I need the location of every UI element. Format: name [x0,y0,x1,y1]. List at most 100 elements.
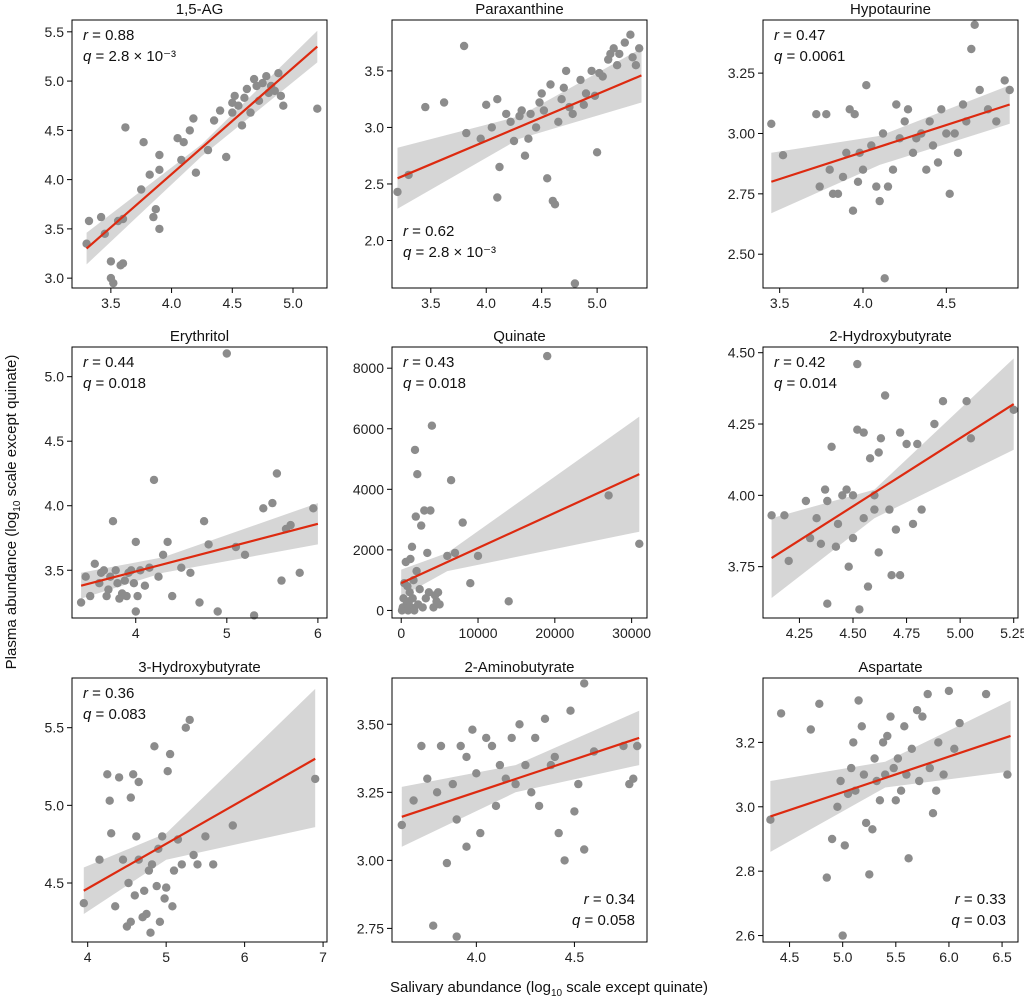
data-point [537,89,546,98]
r-statistic: r = 0.33 [955,891,1006,908]
data-point [277,576,286,585]
data-point [106,257,116,266]
data-point [874,448,883,457]
data-point [179,138,188,147]
data-point [925,117,934,126]
data-point [521,760,530,770]
panel-1-5-ag: 1,5-AG 3.5 4.0 4.5 5.0 3.0 3.5 4.0 4.5 5.0 5.5 r = … [45,1,328,311]
panel-3-hydroxybutyrate: 3-Hydroxybutyrate 4 5 6 7 4.5 5.0 5.5 r = 0.36 q … [45,659,328,965]
data-point [240,93,249,103]
data-point [237,121,247,130]
data-point [140,886,149,895]
r-symbol: r [774,354,780,371]
panel-title: Quinate [493,328,546,345]
x-tick-label: 4.0 [853,295,873,311]
data-point [111,566,120,575]
panel-erythritol: Erythritol 4 5 6 3.5 4.0 4.5 5.0 r = 0.44 q = 0.0… [45,328,328,641]
data-point [628,53,637,62]
y-tick-label: 3.00 [357,852,384,868]
q-value: = 0.018 [91,375,146,392]
y-tick-label: 2.8 [736,863,756,879]
r-symbol: r [83,685,89,702]
data-points [76,349,318,620]
data-point [896,786,906,795]
data-point [853,177,863,186]
data-point [859,770,869,779]
confidence-band [771,85,1010,214]
data-point [108,517,118,526]
x-tick-label: 30000 [612,625,651,641]
data-point [177,155,186,165]
q-symbol: q [83,375,92,392]
data-point [531,733,540,743]
data-point [426,506,435,515]
data-point [833,519,843,529]
data-points [82,69,322,288]
data-point [234,101,243,110]
data-point [895,428,905,437]
data-point [875,196,884,206]
data-point [861,818,871,828]
r-symbol: r [955,891,961,908]
data-point [554,117,563,127]
data-point [967,44,976,54]
r-statistic: r = 0.43 [403,354,454,371]
data-point [423,774,432,783]
q-value: = 2.8 × 10⁻³ [91,48,176,65]
data-point [907,744,916,753]
q-symbol: q [951,912,960,929]
data-point [923,689,932,699]
data-point [432,788,442,797]
data-point [418,603,427,612]
data-point [912,706,922,715]
data-point [878,738,888,747]
data-point [152,881,161,891]
r-value: = 0.44 [88,354,134,371]
data-point [970,20,979,29]
data-point [76,598,86,607]
data-point [520,151,530,160]
data-point [776,709,786,718]
data-point [459,41,469,51]
data-point [199,517,209,526]
x-tick-label: 3.5 [421,295,441,311]
data-point [140,581,150,590]
data-point [168,902,177,911]
data-point [870,754,879,763]
data-point [806,725,815,734]
data-point [880,274,889,283]
data-point [574,779,583,789]
data-point [120,576,129,585]
r-value: = 0.36 [88,685,134,702]
data-point [827,834,837,844]
data-point [883,182,893,191]
data-point [1009,405,1018,414]
data-point [121,123,130,132]
data-point [847,763,856,773]
x-axis-title: Salivary abundance (log10 scale except q… [390,979,708,999]
data-point [160,894,169,903]
data-point [815,182,824,191]
data-point [955,718,964,728]
x-tick-label: 5.00 [947,625,974,641]
x-tick-label: 4.5 [565,949,585,965]
data-point [151,205,160,214]
data-point [109,278,118,288]
y-tick-label: 3.25 [357,784,384,800]
data-point [865,870,874,879]
data-point [482,733,491,743]
data-point [515,720,524,729]
plot-frame [762,677,1019,943]
data-point [842,485,851,494]
y-tick-label: 5.0 [45,73,65,89]
data-point [838,172,848,182]
data-point [874,548,883,557]
r-symbol: r [774,27,780,44]
data-point [878,129,888,138]
data-point [517,106,526,115]
data-point [540,714,550,723]
data-points [767,359,1018,614]
data-point [466,579,475,588]
data-point [495,760,505,770]
data-point [812,110,821,119]
